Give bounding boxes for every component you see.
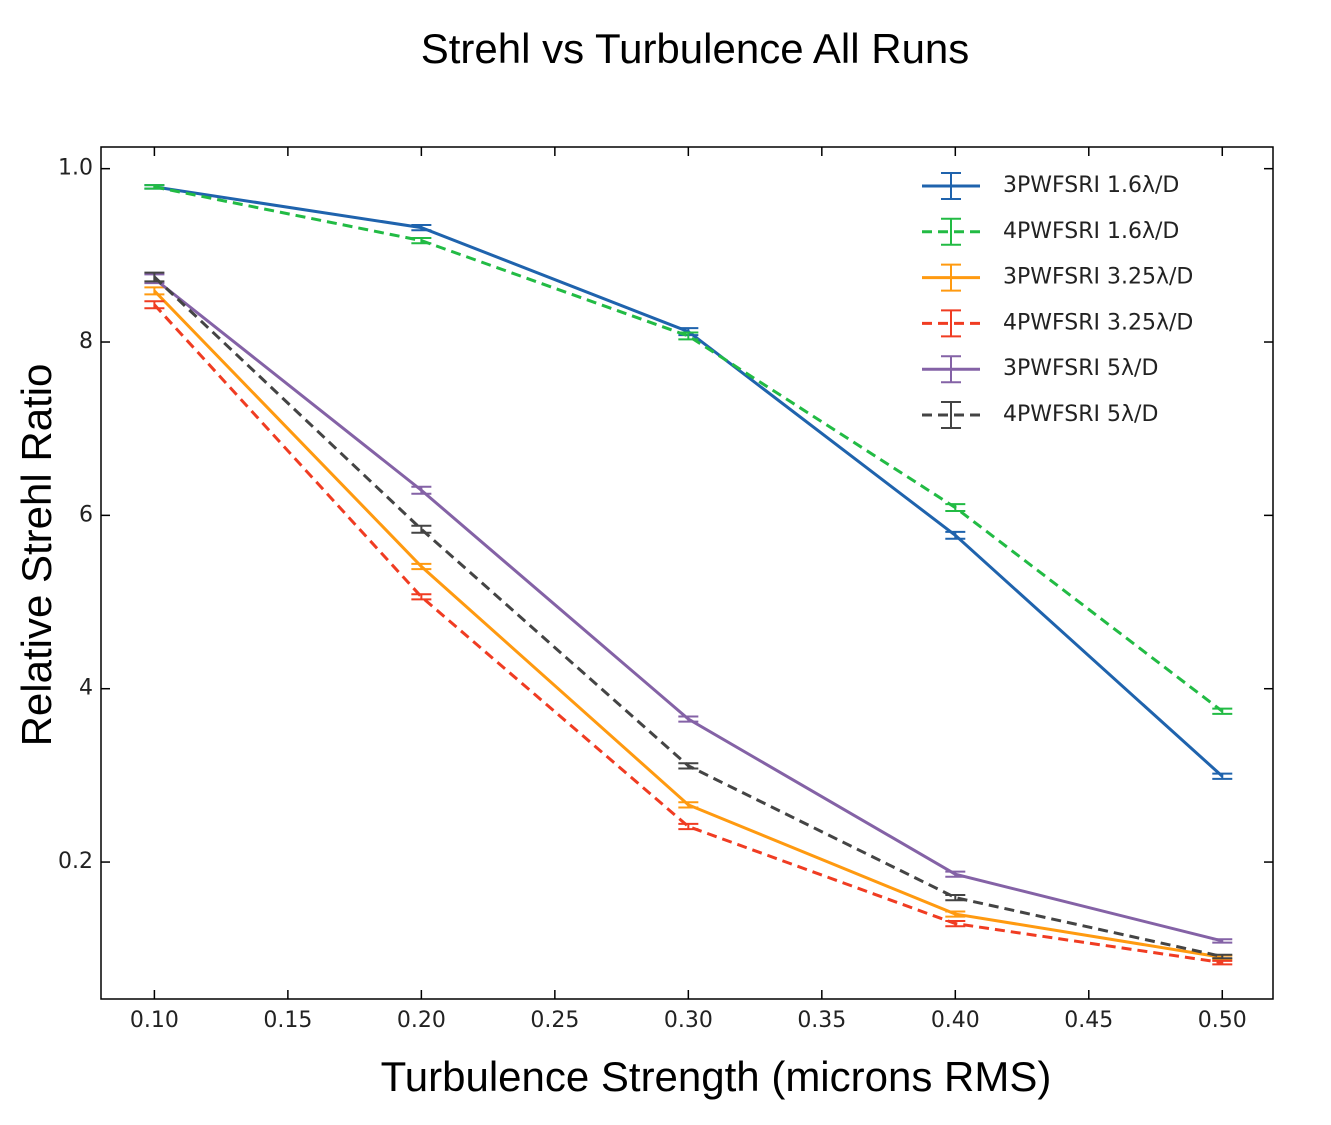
error-bar	[144, 271, 165, 283]
error-bar	[144, 286, 165, 296]
error-bar	[144, 184, 165, 190]
plot-frame	[100, 146, 1274, 1000]
y-tick-label: 0.2	[58, 849, 93, 874]
y-axis-label: Relative Strehl Ratio	[13, 364, 60, 747]
error-bar	[945, 503, 966, 513]
legend-swatch	[941, 172, 961, 200]
legend-label: 3PWFSRI 3.25λ/D	[1003, 265, 1193, 290]
error-bar	[411, 485, 432, 495]
legend-swatch	[941, 309, 961, 338]
error-bar	[1212, 938, 1233, 944]
y-tick-label: 4	[79, 676, 93, 701]
error-bar	[411, 524, 432, 534]
legend-swatch	[941, 401, 961, 429]
x-tick-label: 0.35	[797, 1008, 846, 1033]
y-tick-label: 6	[79, 502, 93, 527]
error-bar	[411, 562, 432, 571]
error-bar	[678, 801, 699, 809]
chart-title: Strehl vs Turbulence All Runs	[421, 25, 970, 72]
x-tick-label: 0.30	[664, 1008, 713, 1033]
error-bar	[411, 224, 432, 232]
series-line	[153, 289, 1223, 959]
error-bar	[1212, 959, 1233, 966]
y-tick-label: 8	[79, 329, 93, 354]
x-tick-label: 0.15	[263, 1008, 312, 1033]
legend-swatch	[941, 355, 961, 384]
legend-swatch	[941, 217, 961, 246]
error-bar	[1212, 953, 1233, 960]
legend-label: 4PWFSRI 5λ/D	[1003, 402, 1158, 427]
error-bar	[945, 530, 966, 540]
x-tick-label: 0.25	[530, 1008, 579, 1033]
series-line	[153, 303, 1223, 965]
error-bar	[411, 593, 432, 601]
error-bar	[945, 919, 966, 928]
legend-swatch	[941, 263, 961, 292]
error-bar	[945, 910, 966, 918]
x-tick-label: 0.40	[931, 1008, 980, 1033]
error-bar	[945, 870, 966, 878]
error-bar	[945, 893, 966, 902]
error-bar	[678, 331, 699, 341]
x-tick-label: 0.50	[1198, 1008, 1247, 1033]
y-tick-label: 1.0	[58, 156, 93, 181]
error-bar	[411, 237, 432, 245]
x-tick-label: 0.45	[1064, 1008, 1113, 1033]
legend-label: 4PWFSRI 3.25λ/D	[1003, 310, 1193, 335]
series-line	[154, 185, 1224, 713]
legend-label: 3PWFSRI 1.6λ/D	[1003, 173, 1179, 198]
error-bar	[144, 300, 165, 310]
legend-label: 3PWFSRI 5λ/D	[1003, 356, 1158, 381]
error-bar	[678, 822, 699, 831]
x-axis-label: Turbulence Strength (microns RMS)	[381, 1053, 1052, 1100]
error-bar	[678, 762, 699, 770]
x-tick-label: 0.10	[130, 1008, 179, 1033]
error-bar	[678, 715, 699, 723]
error-bar	[1212, 707, 1233, 715]
x-tick-label: 0.20	[397, 1008, 446, 1033]
error-bar	[1212, 772, 1233, 780]
legend-label: 4PWFSRI 1.6λ/D	[1003, 219, 1179, 244]
